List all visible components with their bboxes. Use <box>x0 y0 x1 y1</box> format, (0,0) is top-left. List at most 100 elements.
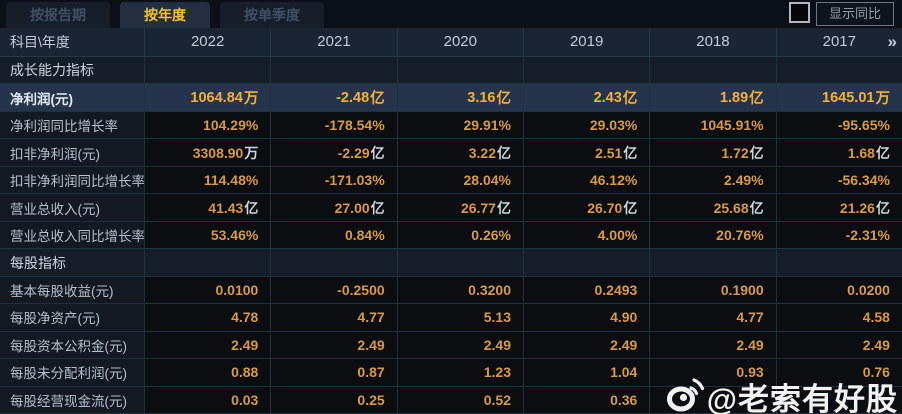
cell-value: 104.29% <box>145 111 272 139</box>
value-unit: 万 <box>244 144 259 161</box>
cell-value: 2.49 <box>650 331 777 359</box>
cell-value: -178.54% <box>271 111 398 139</box>
cell-value: 0.93 <box>650 359 777 386</box>
cell-value: 5.13 <box>397 304 524 331</box>
value-unit: 亿 <box>370 144 385 161</box>
value-unit: 亿 <box>496 144 511 161</box>
cell-value: 25.68 亿 <box>650 194 777 221</box>
show-yoy-label[interactable]: 显示同比 <box>815 2 894 26</box>
value-unit: 亿 <box>875 199 890 216</box>
value-unit: 亿 <box>370 91 385 108</box>
cell-value <box>523 57 651 84</box>
cell-value <box>145 57 272 84</box>
cell-value: 0.0100 <box>145 276 272 304</box>
cell-value: 0.76 <box>776 359 902 386</box>
value-unit: 万 <box>243 91 259 108</box>
value-unit: 亿 <box>875 144 890 161</box>
tab-by-year[interactable]: 按年度 <box>120 2 210 28</box>
cell-value: 0.1900 <box>650 276 777 304</box>
cell-value: 0.0200 <box>776 276 902 304</box>
cell-value: 1.68 亿 <box>776 139 902 166</box>
table-row: 净利润(元) 1064.84 万 -2.48 亿 3.16 亿 2.43 亿 1.89 亿 1645.… <box>0 84 902 112</box>
cell-value <box>397 249 524 276</box>
row-label: 每股经营现金流(元) <box>0 386 145 414</box>
row-label: 每股净资产(元) <box>0 304 145 331</box>
show-yoy-checkbox[interactable] <box>788 2 810 23</box>
tab-by-quarter[interactable]: 按单季度 <box>220 2 324 28</box>
section-row: 每股指标 <box>0 249 902 277</box>
cell-value: 2.49 <box>523 331 651 359</box>
cell-value <box>397 57 524 84</box>
more-years-icon[interactable]: » <box>887 32 897 51</box>
cell-value: 29.03% <box>523 111 651 139</box>
row-label: 每股指标 <box>0 249 145 276</box>
value-unit: 亿 <box>496 199 511 216</box>
corner-header-cell: 科目\年度 <box>0 28 145 56</box>
cell-value: 1.23 <box>397 359 524 386</box>
row-label: 扣非净利润(元) <box>0 139 145 166</box>
cell-value: 2.43 亿 <box>523 84 651 111</box>
cell-value <box>271 57 398 84</box>
cell-value: 0.36 <box>523 386 651 414</box>
tab-by-report-period[interactable]: 按报告期 <box>6 2 110 28</box>
table-row: 扣非净利润(元) 3308.90 万 -2.29 亿 3.22 亿 2.51 亿 1.72 亿 1.6… <box>0 139 902 167</box>
cell-value: 29.91% <box>397 111 524 139</box>
cell-value: 0.2493 <box>523 276 651 304</box>
cell-value: 4.77 <box>650 304 777 331</box>
value-unit: 亿 <box>496 91 511 108</box>
table-row: 每股净资产(元) 4.78 4.77 5.13 4.90 4.77 4.58 <box>0 304 902 332</box>
cell-value: 2.51 亿 <box>523 139 651 166</box>
cell-value <box>650 57 777 84</box>
cell-value: 27.00 亿 <box>271 194 398 221</box>
cell-value <box>776 57 902 84</box>
cell-value: 2.49 <box>145 331 272 359</box>
cell-value <box>650 249 777 276</box>
cell-value: 0.88 <box>145 359 272 386</box>
value-unit: 亿 <box>749 144 764 161</box>
cell-value: 4.78 <box>145 304 272 331</box>
table-row: 净利润同比增长率 104.29% -178.54% 29.91% 29.03% 1045.… <box>0 111 902 140</box>
cell-value: 0.26% <box>397 221 524 249</box>
table-row: 每股资本公积金(元) 2.49 2.49 2.49 2.49 2.49 2.49 <box>0 331 902 360</box>
cell-value <box>776 249 902 276</box>
cell-value <box>271 249 398 276</box>
value-unit: 亿 <box>623 199 638 216</box>
value-unit: 亿 <box>623 144 638 161</box>
cell-value: 2.49 <box>397 331 524 359</box>
row-label: 营业总收入(元) <box>0 194 145 221</box>
cell-value: 0.52 <box>397 386 524 414</box>
cell-value: 46.12% <box>523 166 651 194</box>
cell-value: 1045.91% <box>650 111 777 139</box>
year-header-2017: 2017» <box>777 28 902 56</box>
cell-value: 21.26 亿 <box>776 194 902 221</box>
cell-value: 53.46% <box>145 221 272 249</box>
cell-value: 2.49 <box>776 331 902 359</box>
row-label: 基本每股收益(元) <box>0 276 145 304</box>
cell-value: 3308.90 万 <box>145 139 272 166</box>
row-label: 每股资本公积金(元) <box>0 331 145 359</box>
cell-value: -171.03% <box>271 166 398 194</box>
table-row: 基本每股收益(元) 0.0100 -0.2500 0.3200 0.2493 0.1900… <box>0 276 902 305</box>
value-unit: 亿 <box>622 91 638 108</box>
cell-value: 1.72 亿 <box>650 139 777 166</box>
cell-value: 0.87 <box>271 359 398 386</box>
cell-value: -0.2500 <box>271 276 398 304</box>
year-header-2021: 2021 <box>271 28 398 56</box>
cell-value: 4.77 <box>271 304 398 331</box>
cell-value: 2.49 <box>271 331 398 359</box>
year-header-2018: 2018 <box>650 28 777 56</box>
cell-value: 4.58 <box>776 304 902 331</box>
cell-value: 1.89 亿 <box>650 84 777 111</box>
cell-value: 28.04% <box>397 166 524 194</box>
period-tabbar: 按报告期 按年度 按单季度 显示同比 <box>0 0 902 28</box>
section-row: 成长能力指标 <box>0 57 902 85</box>
cell-value: 26.70 亿 <box>523 194 651 221</box>
cell-value: 0.3200 <box>397 276 524 304</box>
cell-value: -2.31% <box>776 221 902 249</box>
cell-value: 0.25 <box>271 386 398 414</box>
cell-value: 1.04 <box>523 359 651 386</box>
year-header-2022: 2022 <box>145 28 272 56</box>
cell-value: 0.03 <box>145 386 272 414</box>
cell-value <box>145 249 272 276</box>
cell-value: 4.00% <box>523 221 651 249</box>
